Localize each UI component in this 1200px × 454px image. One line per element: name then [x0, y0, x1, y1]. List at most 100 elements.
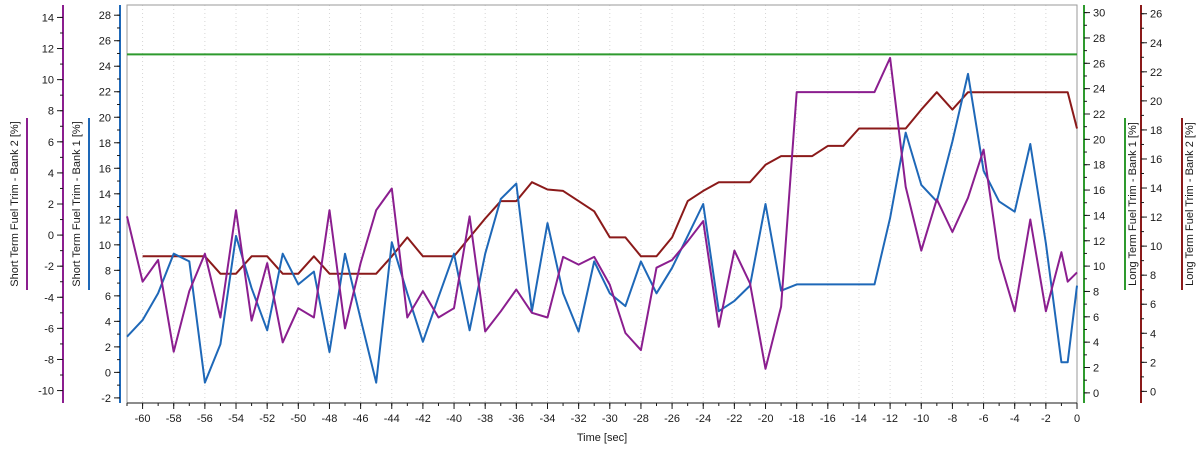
y-tick-label: 4	[105, 316, 111, 328]
x-tick-label: -20	[758, 413, 774, 425]
series-line-st1	[126, 72, 1078, 384]
y-tick-label: -6	[44, 323, 54, 335]
x-tick-label: -10	[913, 413, 929, 425]
y-tick-label: 2	[1150, 357, 1156, 369]
x-tick-label: -58	[166, 413, 182, 425]
y-tick-label: 22	[99, 87, 111, 99]
y-tick-label: -2	[101, 393, 111, 405]
y-tick-label: 14	[1150, 183, 1162, 195]
x-tick-label: -40	[446, 413, 462, 425]
y-tick-label: 6	[48, 137, 54, 149]
y-tick-label: 28	[1093, 33, 1105, 45]
y-tick-label: 28	[99, 10, 111, 22]
y-tick-label: 2	[48, 199, 54, 211]
x-tick-label: -36	[508, 413, 524, 425]
y-tick-label: 6	[1093, 312, 1099, 324]
x-axis-title: Time [sec]	[577, 432, 627, 444]
y-tick-label: 26	[1150, 9, 1162, 21]
y-tick-label: 8	[1150, 270, 1156, 282]
x-tick-label: -2	[1041, 413, 1051, 425]
x-tick-label: -50	[290, 413, 306, 425]
y-axis-title: Short Term Fuel Trim - Bank 2 [%]	[9, 121, 21, 286]
x-tick-label: -60	[135, 413, 151, 425]
y-tick-label: 12	[99, 214, 111, 226]
y-tick-label: 18	[99, 138, 111, 150]
y-tick-label: 0	[105, 367, 111, 379]
y-tick-label: 10	[1150, 241, 1162, 253]
x-tick-label: -32	[571, 413, 587, 425]
x-tick-label: -4	[1010, 413, 1020, 425]
axes: -60 -58 -56 -54 -52 -50 -48 -46 -44 -42 -40 -38 -36-…	[9, 5, 1196, 425]
x-tick-label: -8	[948, 413, 958, 425]
x-tick-label: -30	[602, 413, 618, 425]
x-tick-label: 0	[1074, 413, 1080, 425]
x-tick-label: -12	[882, 413, 898, 425]
x-tick-label: -18	[789, 413, 805, 425]
y-tick-label: 20	[1093, 134, 1105, 146]
y-tick-label: 10	[99, 240, 111, 252]
x-tick-label: -46	[353, 413, 369, 425]
x-tick-label: -34	[540, 413, 556, 425]
y-tick-label: 8	[105, 265, 111, 277]
y-tick-label: 14	[1093, 210, 1105, 222]
y-tick-label: 8	[48, 106, 54, 118]
x-tick-label: -52	[259, 413, 275, 425]
y-tick-label: 18	[1093, 160, 1105, 172]
y-tick-label: 0	[48, 230, 54, 242]
x-tick-label: -48	[322, 413, 338, 425]
y-tick-label: 18	[1150, 125, 1162, 137]
series-line-lt2	[142, 91, 1078, 275]
x-tick-label: -26	[664, 413, 680, 425]
y-tick-label: 16	[99, 163, 111, 175]
y-tick-label: 14	[99, 189, 111, 201]
y-tick-label: 2	[1093, 363, 1099, 375]
x-tick-label: -24	[695, 413, 711, 425]
series	[126, 53, 1078, 384]
y-tick-label: 24	[1093, 84, 1105, 96]
y-tick-label: 6	[105, 291, 111, 303]
y-tick-label: -8	[44, 354, 54, 366]
y-axis-title: Long Term Fuel Trim - Bank 1 [%]	[1127, 122, 1139, 286]
y-tick-label: -4	[44, 292, 54, 304]
y-tick-label: -2	[44, 261, 54, 273]
y-tick-label: 22	[1093, 109, 1105, 121]
x-tick-label: -14	[851, 413, 867, 425]
y-tick-label: 4	[1093, 337, 1099, 349]
y-tick-label: 12	[1150, 212, 1162, 224]
y-axis-st2: -10 -8 -6 -4 -2 0 2 4 6 8 10 12 14 Short Term Fuel Tr…	[9, 5, 64, 403]
y-tick-label: 12	[42, 44, 54, 56]
x-tick-label: -22	[726, 413, 742, 425]
y-tick-label: 20	[1150, 96, 1162, 108]
x-tick-label: -56	[197, 413, 213, 425]
y-tick-label: 30	[1093, 8, 1105, 20]
y-tick-label: 10	[42, 75, 54, 87]
y-tick-label: 10	[1093, 261, 1105, 273]
y-tick-label: 22	[1150, 67, 1162, 79]
y-tick-label: 4	[1150, 328, 1156, 340]
x-tick-label: -6	[979, 413, 989, 425]
y-axis-title: Long Term Fuel Trim - Bank 2 [%]	[1184, 122, 1196, 286]
y-tick-label: 16	[1150, 154, 1162, 166]
x-axis: -60 -58 -56 -54 -52 -50 -48 -46 -44 -42 -40 -38 -36-…	[126, 402, 1080, 425]
y-tick-label: 24	[99, 61, 111, 73]
y-tick-label: 2	[105, 342, 111, 354]
y-tick-label: 8	[1093, 286, 1099, 298]
y-tick-label: 24	[1150, 38, 1162, 50]
x-tick-label: -38	[477, 413, 493, 425]
x-tick-label: -42	[415, 413, 431, 425]
y-tick-label: 20	[99, 112, 111, 124]
y-tick-label: 6	[1150, 299, 1156, 311]
y-tick-label: 12	[1093, 236, 1105, 248]
x-tick-label: -54	[228, 413, 244, 425]
y-tick-label: 0	[1093, 388, 1099, 400]
x-tick-label: -28	[633, 413, 649, 425]
y-tick-label: -10	[38, 386, 54, 398]
y-tick-label: 16	[1093, 185, 1105, 197]
y-axis-title: Short Term Fuel Trim - Bank 1 [%]	[71, 121, 83, 286]
y-tick-label: 0	[1150, 386, 1156, 398]
y-tick-label: 26	[99, 36, 111, 48]
